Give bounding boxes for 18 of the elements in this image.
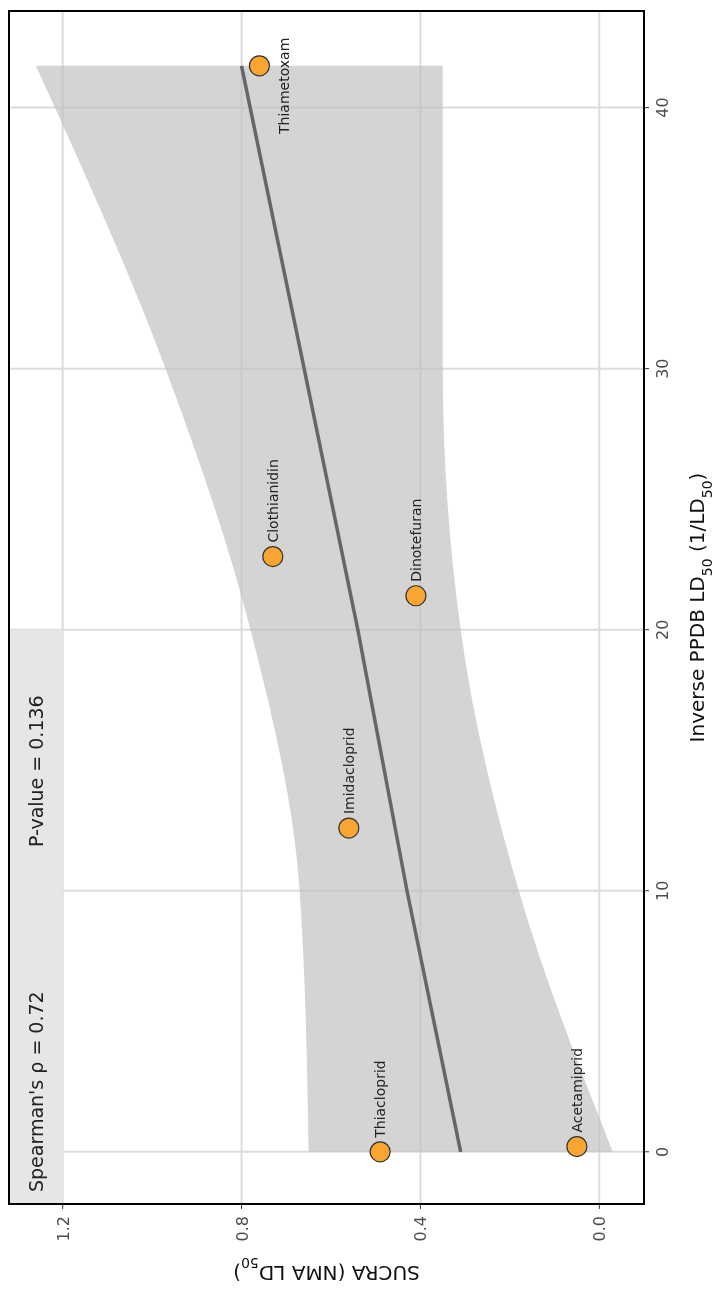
annotation: Imidacloprid xyxy=(340,727,357,815)
annotation: Spearman's ρ = 0.72 xyxy=(24,991,47,1192)
annotation: Dinotefuran xyxy=(407,498,424,582)
y-tick-label: 20 xyxy=(653,619,672,640)
y-tick-label: 10 xyxy=(653,880,672,901)
x-tick-label: 0.0 xyxy=(590,1216,610,1242)
y-tick-label: 40 xyxy=(653,97,672,118)
annotation: Thiametoxam xyxy=(276,37,293,135)
x-tick-label: 1.2 xyxy=(53,1216,73,1242)
y-tick-label: 30 xyxy=(653,358,672,379)
annotation: Clothianidin xyxy=(264,459,281,543)
x-tick-label: 0.4 xyxy=(411,1216,431,1242)
x-tick-label: 0.8 xyxy=(232,1216,252,1242)
text-panel: Spearman's ρ = 0.72 P-value = 0.136 xyxy=(9,629,63,1204)
annotation: P-value = 0.136 xyxy=(24,695,47,847)
y-tick-label: 0 xyxy=(653,1146,672,1157)
annotation: Thiacloprid xyxy=(372,1060,389,1139)
annotation: Acetamiprid xyxy=(568,1047,585,1133)
